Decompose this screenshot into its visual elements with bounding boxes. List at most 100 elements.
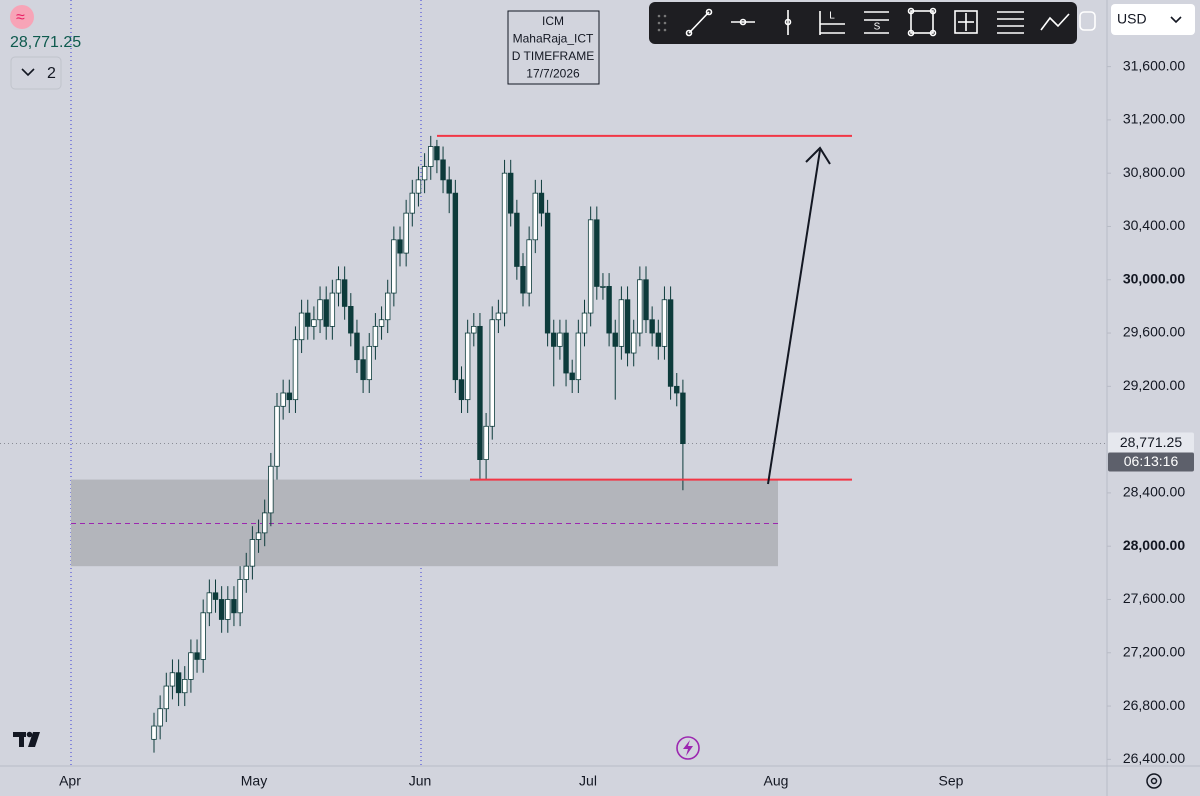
candle-body bbox=[212, 592, 219, 600]
candle-body bbox=[624, 299, 631, 354]
candle-body bbox=[157, 708, 163, 727]
short-position-tool[interactable] bbox=[864, 11, 889, 34]
candle-body bbox=[292, 339, 299, 401]
candle-body bbox=[354, 332, 360, 361]
demand-zone bbox=[71, 479, 778, 567]
price-label-bg bbox=[1108, 432, 1194, 453]
y-tick-label: 26,400.00 bbox=[1123, 750, 1185, 766]
candle-body bbox=[667, 299, 674, 387]
candle-body bbox=[680, 392, 686, 445]
candle-body bbox=[366, 345, 372, 381]
long-position-tool[interactable] bbox=[819, 11, 845, 35]
path-tool[interactable] bbox=[1040, 13, 1070, 31]
candle-body bbox=[200, 612, 206, 660]
y-tick-label: 30,400.00 bbox=[1123, 217, 1185, 233]
candle-body bbox=[661, 299, 668, 347]
candle-body bbox=[655, 332, 661, 347]
drag-handle[interactable] bbox=[657, 14, 667, 32]
candle-body bbox=[397, 239, 403, 254]
candle-body bbox=[507, 172, 514, 214]
candle-body bbox=[188, 652, 194, 680]
candle-body bbox=[557, 332, 563, 347]
trend-line-tool[interactable] bbox=[685, 8, 713, 37]
candle-body bbox=[477, 325, 483, 460]
candle-body bbox=[649, 319, 655, 334]
candle-body bbox=[206, 592, 213, 614]
last-price: 28,771.25 bbox=[10, 34, 81, 51]
plot-area bbox=[0, 0, 1107, 766]
arrow-head bbox=[805, 146, 831, 165]
y-tick-label: 28,400.00 bbox=[1123, 484, 1185, 500]
candle-body bbox=[323, 299, 329, 327]
projection-arrow bbox=[767, 149, 821, 485]
candle-body bbox=[298, 312, 305, 341]
vertical-line-tool[interactable] bbox=[784, 10, 792, 35]
candle-body bbox=[631, 332, 637, 354]
watermark-box bbox=[507, 10, 600, 85]
sync-tool[interactable] bbox=[1079, 11, 1096, 31]
tool-letter: L bbox=[829, 11, 835, 22]
candle-body bbox=[305, 312, 311, 327]
watermark: ICM MahaRaja_ICT D TIMEFRAME 17/7/2026 bbox=[512, 14, 594, 81]
y-tick-label: 28,000.00 bbox=[1123, 537, 1185, 553]
candle-body bbox=[637, 279, 643, 334]
candle-body bbox=[225, 599, 231, 620]
currency-select[interactable] bbox=[1111, 4, 1195, 35]
y-tick-label: 30,000.00 bbox=[1123, 270, 1185, 286]
y-tick-label: 27,600.00 bbox=[1123, 590, 1185, 606]
candle-body bbox=[575, 332, 582, 381]
candle-body bbox=[194, 652, 200, 660]
x-tick-label: Jul bbox=[579, 773, 597, 789]
measure-tool[interactable] bbox=[954, 10, 978, 34]
candle-body bbox=[378, 319, 385, 327]
chevron bbox=[21, 68, 35, 77]
candle-body bbox=[151, 725, 157, 740]
fib-tool[interactable] bbox=[997, 11, 1024, 34]
indicator-count: 2 bbox=[47, 65, 56, 82]
candle-body bbox=[495, 312, 502, 321]
candle-body bbox=[243, 565, 249, 580]
candle-body bbox=[446, 179, 452, 194]
toolbar bbox=[649, 2, 1077, 44]
candle-body bbox=[587, 219, 594, 314]
horizontal-line-tool[interactable] bbox=[731, 18, 755, 26]
tradingview-logo bbox=[13, 731, 40, 747]
candle-body bbox=[311, 319, 317, 327]
candle-body bbox=[415, 179, 422, 194]
indicator-toggle[interactable] bbox=[10, 56, 62, 90]
candle-body bbox=[329, 292, 336, 327]
candle-body bbox=[434, 146, 440, 161]
candle-body bbox=[341, 279, 348, 307]
candle-body bbox=[514, 212, 520, 267]
candle-body bbox=[464, 332, 471, 401]
candle-body bbox=[372, 325, 379, 347]
candle-body bbox=[569, 372, 575, 381]
x-tick-label: May bbox=[241, 773, 267, 789]
candle-body bbox=[526, 239, 532, 294]
candle-body bbox=[261, 512, 268, 534]
x-tick-label: Aug bbox=[764, 773, 789, 789]
countdown: 06:13:16 bbox=[1124, 453, 1179, 469]
candle-body bbox=[483, 425, 489, 461]
candle-body bbox=[501, 172, 508, 314]
settings-icon[interactable] bbox=[1146, 773, 1162, 789]
price-label: 28,771.25 bbox=[1120, 434, 1182, 450]
candle-body bbox=[606, 286, 612, 334]
rectangle-tool[interactable] bbox=[907, 7, 937, 37]
y-tick-label: 29,600.00 bbox=[1123, 324, 1185, 340]
candle-body bbox=[249, 539, 256, 567]
candle-body bbox=[458, 379, 465, 401]
candle-body bbox=[563, 332, 569, 374]
chevron bbox=[1170, 16, 1182, 24]
y-tick-label: 31,600.00 bbox=[1123, 57, 1185, 73]
candle-body bbox=[581, 312, 588, 334]
candle-body bbox=[163, 685, 169, 710]
watermark-line: 17/7/2026 bbox=[526, 67, 580, 81]
lightning-icon[interactable] bbox=[676, 736, 700, 760]
candle-body bbox=[360, 359, 366, 381]
candle-body bbox=[643, 279, 649, 321]
candle-body bbox=[175, 672, 182, 694]
x-tick-label: Jun bbox=[409, 773, 432, 789]
candle-body bbox=[452, 192, 459, 381]
